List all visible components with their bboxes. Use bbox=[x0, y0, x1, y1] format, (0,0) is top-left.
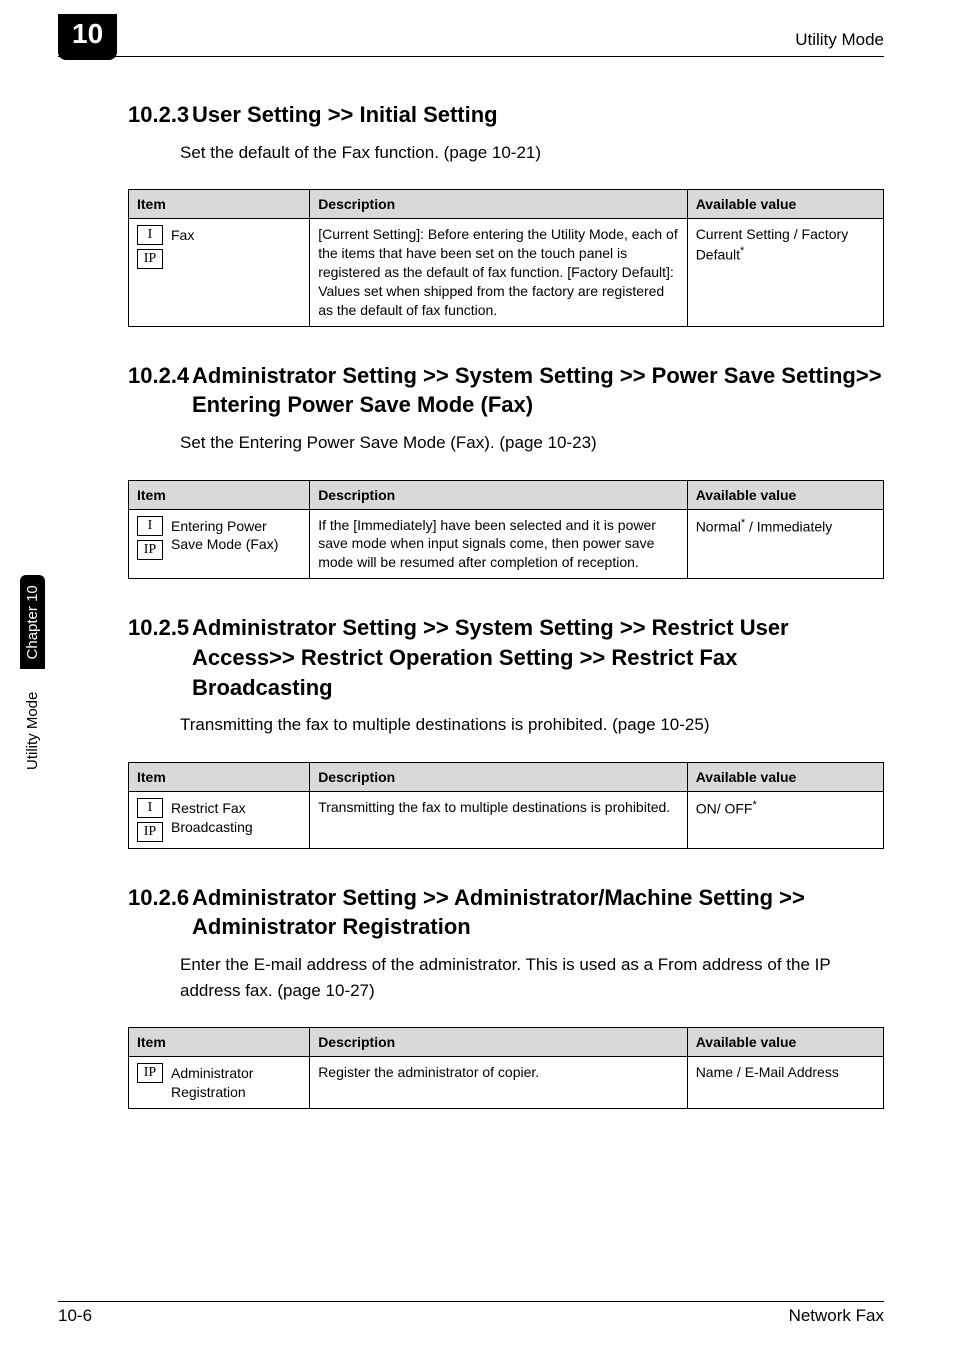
section-heading: 10.2.5Administrator Setting >> System Se… bbox=[128, 613, 884, 702]
item-label: Entering Power Save Mode (Fax) bbox=[171, 516, 301, 555]
table-head-avail: Available value bbox=[687, 762, 883, 791]
section-number: 10.2.4 bbox=[128, 361, 192, 391]
spec-table: Item Description Available value IP Admi… bbox=[128, 1027, 884, 1109]
chapter-number-tab: 10 bbox=[58, 14, 117, 60]
section-title: Administrator Setting >> System Setting … bbox=[192, 615, 789, 699]
section-intro: Set the Entering Power Save Mode (Fax). … bbox=[180, 430, 884, 456]
item-available: ON/ OFF* bbox=[687, 791, 883, 848]
section-number: 10.2.6 bbox=[128, 883, 192, 913]
table-row: IP Administrator Registration Register t… bbox=[129, 1057, 884, 1109]
spec-table: Item Description Available value I IP Fa… bbox=[128, 189, 884, 326]
table-head-item: Item bbox=[129, 480, 310, 509]
item-available: Name / E-Mail Address bbox=[687, 1057, 883, 1109]
side-tab-mode: Utility Mode bbox=[24, 692, 41, 770]
mode-icon: I bbox=[137, 225, 163, 245]
page-footer: 10-6 Network Fax bbox=[58, 1301, 884, 1326]
section-intro: Enter the E-mail address of the administ… bbox=[180, 952, 884, 1003]
icon-stack: IP bbox=[137, 1063, 163, 1083]
section-title: Administrator Setting >> System Setting … bbox=[192, 363, 882, 418]
side-tab: Utility Mode Chapter 10 bbox=[8, 470, 44, 770]
mode-icon: I bbox=[137, 516, 163, 536]
side-tab-chapter: Chapter 10 bbox=[20, 575, 45, 669]
footer-title: Network Fax bbox=[789, 1306, 884, 1326]
item-label: Administrator Registration bbox=[171, 1063, 301, 1102]
item-description: If the [Immediately] have been selected … bbox=[310, 509, 688, 579]
table-head-avail: Available value bbox=[687, 480, 883, 509]
page-content: 10.2.3User Setting >> Initial Setting Se… bbox=[128, 100, 884, 1143]
item-available: Normal* / Immediately bbox=[687, 509, 883, 579]
section-heading: 10.2.4Administrator Setting >> System Se… bbox=[128, 361, 884, 420]
section-title: Administrator Setting >> Administrator/M… bbox=[192, 885, 805, 940]
section-intro: Set the default of the Fax function. (pa… bbox=[180, 140, 884, 166]
footer-page-number: 10-6 bbox=[58, 1306, 92, 1326]
section-title: User Setting >> Initial Setting bbox=[192, 102, 498, 127]
table-row: I IP Entering Power Save Mode (Fax) If t… bbox=[129, 509, 884, 579]
section-number: 10.2.3 bbox=[128, 100, 192, 130]
table-head-avail: Available value bbox=[687, 1028, 883, 1057]
item-description: [Current Setting]: Before entering the U… bbox=[310, 219, 688, 326]
section-intro: Transmitting the fax to multiple destina… bbox=[180, 712, 884, 738]
table-row: I IP Restrict Fax Broadcasting Transmitt… bbox=[129, 791, 884, 848]
spec-table: Item Description Available value I IP Re… bbox=[128, 762, 884, 849]
table-row: I IP Fax [Current Setting]: Before enter… bbox=[129, 219, 884, 326]
section-heading: 10.2.3User Setting >> Initial Setting bbox=[128, 100, 884, 130]
spec-table: Item Description Available value I IP En… bbox=[128, 480, 884, 580]
item-description: Transmitting the fax to multiple destina… bbox=[310, 791, 688, 848]
running-head: Utility Mode bbox=[795, 30, 884, 50]
item-label: Restrict Fax Broadcasting bbox=[171, 798, 301, 837]
icon-stack: I IP bbox=[137, 225, 163, 269]
mode-icon: IP bbox=[137, 1063, 163, 1083]
item-description: Register the administrator of copier. bbox=[310, 1057, 688, 1109]
table-head-desc: Description bbox=[310, 480, 688, 509]
section-number: 10.2.5 bbox=[128, 613, 192, 643]
table-head-item: Item bbox=[129, 1028, 310, 1057]
icon-stack: I IP bbox=[137, 516, 163, 560]
mode-icon: IP bbox=[137, 540, 163, 560]
table-head-desc: Description bbox=[310, 762, 688, 791]
mode-icon: IP bbox=[137, 249, 163, 269]
table-head-item: Item bbox=[129, 762, 310, 791]
table-head-desc: Description bbox=[310, 1028, 688, 1057]
item-available: Current Setting / Factory Default* bbox=[687, 219, 883, 326]
icon-stack: I IP bbox=[137, 798, 163, 842]
table-head-item: Item bbox=[129, 190, 310, 219]
table-head-avail: Available value bbox=[687, 190, 883, 219]
mode-icon: I bbox=[137, 798, 163, 818]
mode-icon: IP bbox=[137, 822, 163, 842]
header-rule bbox=[58, 56, 884, 57]
item-label: Fax bbox=[171, 225, 194, 245]
section-heading: 10.2.6Administrator Setting >> Administr… bbox=[128, 883, 884, 942]
table-head-desc: Description bbox=[310, 190, 688, 219]
